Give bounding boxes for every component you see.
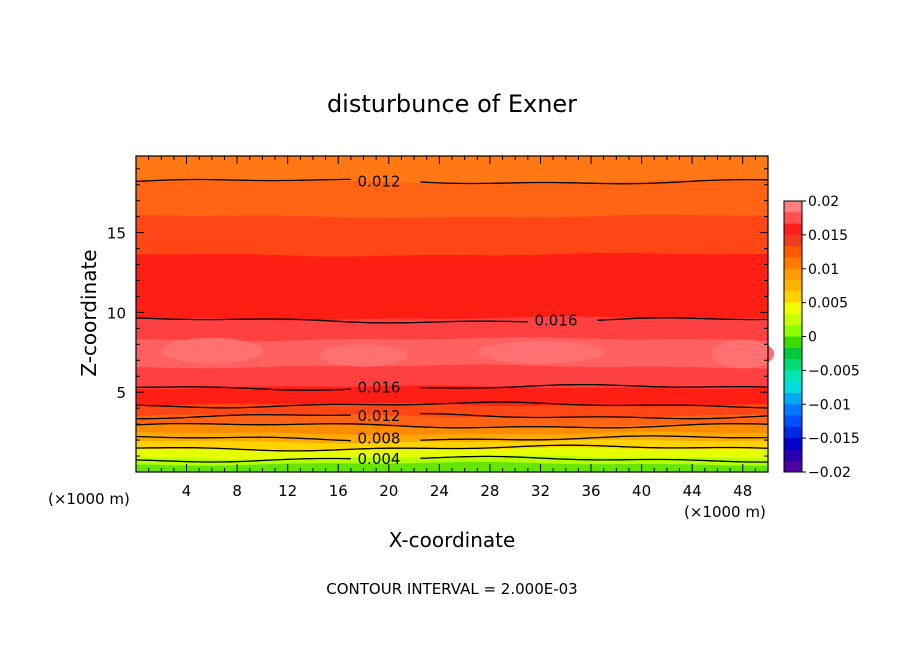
x-tick-label: 16: [329, 482, 348, 500]
colorbar-swatch: [784, 415, 802, 428]
colorbar-swatch: [784, 381, 802, 394]
contour-label: 0.012: [358, 407, 401, 425]
colorbar-tick-label: 0.005: [808, 296, 848, 312]
colorbar-swatch: [784, 257, 802, 270]
contour-band: [135, 364, 769, 390]
colorbar: 0.02 0.015 0.01 0.005 0 −0.005 −0.01 −0.015 −0.0…: [783, 194, 860, 481]
colorbar-swatch: [784, 347, 802, 360]
contour-line: [135, 422, 769, 429]
colorbar-swatch: [784, 336, 802, 349]
contour-band: [135, 179, 769, 219]
colorbar-tick-label: 0.02: [808, 194, 839, 210]
contour-line: [420, 383, 769, 389]
colorbar-swatch: [784, 291, 802, 304]
x-tick-label: 8: [232, 482, 242, 500]
chart-title: disturbunce of Exner: [327, 90, 577, 118]
contour-band: [135, 155, 769, 184]
y-axis-label: Z-coordinate: [77, 249, 101, 376]
contour-layer: 0.012 0.016 0.016 0.012 0.008 0.004: [135, 173, 769, 468]
contour-line: [420, 178, 769, 185]
contour-label: 0.012: [358, 173, 401, 191]
contour-label: 0.016: [534, 311, 577, 329]
x-tick-label: 48: [733, 482, 752, 500]
contour-line: [135, 414, 351, 420]
colorbar-swatch: [784, 449, 802, 462]
colorbar-swatch: [784, 313, 802, 326]
contour-line: [135, 317, 528, 324]
colorbar-swatch: [784, 438, 802, 450]
colorbar-tick-label: −0.005: [808, 363, 860, 379]
plot-area: [135, 155, 775, 473]
y-tick-label: 10: [107, 304, 126, 322]
y-tick-label: 5: [116, 384, 126, 402]
contour-line: [420, 412, 769, 420]
colorbar-tick-label: −0.015: [808, 431, 860, 447]
colorbar-swatch: [784, 426, 802, 439]
contour-band: [135, 214, 769, 258]
colorbar-tick-label: −0.02: [808, 465, 851, 481]
colorbar-swatch: [784, 359, 802, 371]
colorbar-swatch: [784, 302, 802, 315]
contour-label: 0.008: [358, 429, 401, 447]
x-tick-label: 12: [278, 482, 297, 500]
colorbar-swatch: [784, 234, 802, 247]
contour-line: [136, 444, 769, 452]
colorbar-tick-label: 0.015: [808, 228, 848, 244]
contour-line: [135, 401, 769, 409]
contour-line: [597, 317, 768, 321]
maximum-region: [477, 341, 604, 364]
x-tick-label: 40: [632, 482, 651, 500]
colorbar-swatch: [784, 460, 802, 473]
colorbar-swatch: [784, 212, 802, 225]
colorbar-swatch: [784, 404, 802, 417]
colorbar-swatch: [784, 392, 802, 405]
colorbar-tick-label: 0.01: [808, 262, 839, 278]
x-unit-label-right: (×1000 m): [684, 503, 766, 521]
x-tick-label: 24: [430, 482, 449, 500]
colorbar-swatch: [784, 268, 802, 281]
contour-label: 0.004: [358, 450, 401, 468]
contour-interval-footer: CONTOUR INTERVAL = 2.000E-03: [326, 580, 577, 598]
x-unit-label-left: (×1000 m): [48, 490, 130, 508]
colorbar-swatch: [784, 223, 802, 236]
x-tick-label: 32: [531, 482, 550, 500]
x-tick-label: 28: [480, 482, 499, 500]
maximum-region: [161, 337, 263, 364]
contour-line: [136, 386, 351, 391]
x-tick-label: 44: [683, 482, 702, 500]
maximum-region: [711, 339, 775, 369]
contour-line: [420, 455, 769, 463]
contour-line: [135, 457, 351, 463]
x-axis-label: X-coordinate: [389, 528, 516, 552]
colorbar-tick-label: −0.01: [808, 397, 851, 413]
maximum-region: [319, 344, 408, 367]
colorbar-tick-label: 0: [808, 330, 817, 346]
colorbar-swatch: [784, 370, 802, 383]
colorbar-swatch: [784, 280, 802, 292]
colorbar-swatch: [784, 246, 802, 258]
x-tick-label: 20: [379, 482, 398, 500]
contour-line: [420, 435, 769, 441]
contour-label: 0.016: [358, 378, 401, 396]
x-tick-label: 4: [182, 482, 192, 500]
colorbar-swatch: [784, 325, 802, 337]
x-tick-label: 36: [581, 482, 600, 500]
colorbar-swatch: [784, 201, 802, 213]
contour-line: [135, 435, 351, 442]
contour-band: [135, 316, 769, 342]
contour-line: [135, 178, 351, 183]
y-tick-label: 15: [107, 225, 126, 243]
contour-band: [135, 252, 769, 321]
